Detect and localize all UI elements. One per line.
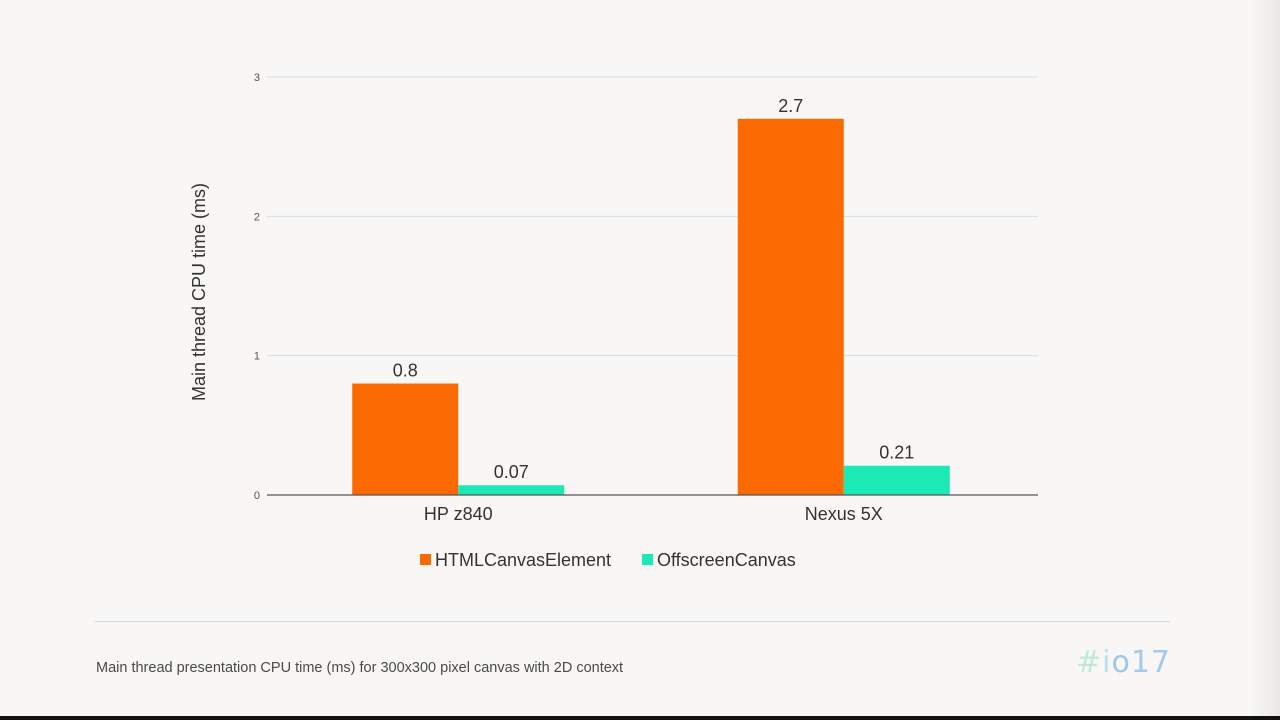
y-tick-label: 3 xyxy=(254,72,260,84)
y-tick-label: 0 xyxy=(254,490,260,502)
data-label: 0.21 xyxy=(879,443,914,463)
footer-divider xyxy=(95,621,1170,622)
legend-swatch xyxy=(642,554,653,565)
caption: Main thread presentation CPU time (ms) f… xyxy=(96,660,624,676)
bottom-edge xyxy=(0,716,1280,720)
y-tick-label: 1 xyxy=(254,351,260,363)
x-tick-label: Nexus 5X xyxy=(805,504,883,524)
data-label: 2.7 xyxy=(778,96,803,116)
legend-swatch xyxy=(420,554,431,565)
data-label: 0.8 xyxy=(393,361,418,381)
bar xyxy=(737,118,844,496)
y-axis-label: Main thread CPU time (ms) xyxy=(189,183,209,401)
data-label: 0.07 xyxy=(494,462,529,482)
bar-chart: 0 1 2 3 Main thread CPU time (ms) 0.8 0.07 HP z… xyxy=(189,72,1038,570)
bar xyxy=(352,383,459,495)
y-tick-label: 2 xyxy=(254,211,260,223)
bar xyxy=(843,465,950,495)
bar xyxy=(458,485,565,495)
legend-label: HTMLCanvasElement xyxy=(435,550,611,570)
legend-label: OffscreenCanvas xyxy=(657,550,796,570)
io17-logo: #io17 xyxy=(1076,645,1172,680)
x-tick-label: HP z840 xyxy=(424,504,493,524)
edge-shadow xyxy=(1250,0,1280,720)
